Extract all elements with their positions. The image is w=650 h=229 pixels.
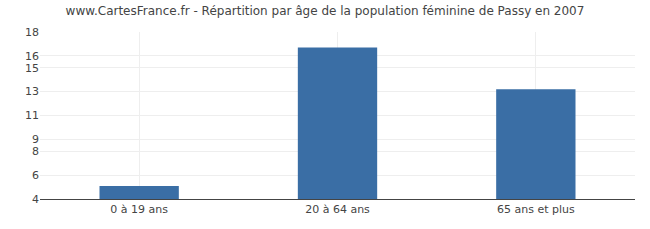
svg-text:4: 4 (32, 193, 39, 206)
svg-text:15: 15 (25, 62, 39, 75)
svg-text:20 à 64 ans: 20 à 64 ans (305, 203, 370, 216)
svg-text:16: 16 (25, 50, 39, 63)
svg-text:11: 11 (25, 109, 39, 122)
svg-text:9: 9 (32, 133, 39, 146)
svg-text:13: 13 (25, 85, 39, 98)
svg-text:0 à 19 ans: 0 à 19 ans (110, 203, 168, 216)
svg-text:8: 8 (32, 145, 39, 158)
svg-text:6: 6 (32, 169, 39, 182)
svg-text:65 ans et plus: 65 ans et plus (497, 203, 575, 216)
svg-text:www.CartesFrance.fr - Répartit: www.CartesFrance.fr - Répartition par âg… (66, 4, 585, 18)
svg-text:18: 18 (25, 26, 39, 39)
